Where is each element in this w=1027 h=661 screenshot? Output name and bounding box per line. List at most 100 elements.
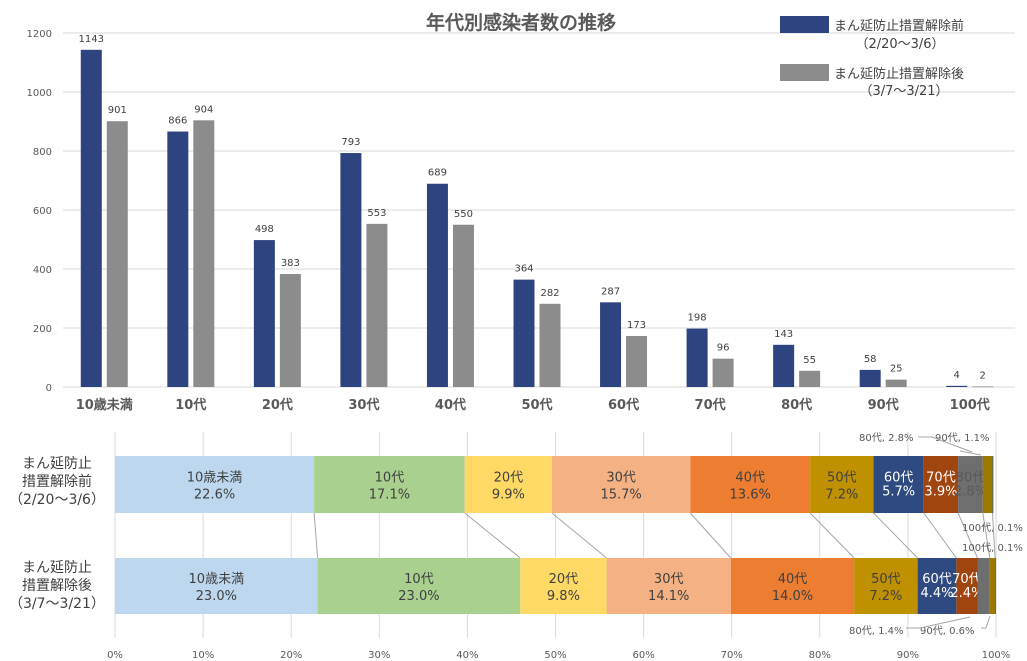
x-tick-label: 20%: [280, 650, 302, 661]
callout-leader-lines: [906, 436, 991, 629]
y-tick-label: 1200: [27, 29, 52, 40]
callout-90-after: 90代, 0.6%: [920, 625, 975, 637]
segment-40代-after: [730, 558, 855, 614]
y-tick-label: 0: [46, 383, 52, 394]
top-chart-y-axis: 0 200 400 600 800 1000 1200: [27, 29, 52, 394]
segment-label-value: 14.0%: [772, 589, 813, 604]
x-tick-label: 0%: [107, 650, 123, 661]
segment-90代-before: [982, 456, 993, 513]
segment-90代-after: [989, 558, 996, 614]
row-label-after-line1: まん延防止: [22, 560, 92, 576]
segment-label-value: 23.0%: [398, 589, 439, 604]
bar-after-30代: [366, 223, 388, 387]
data-label-before-100代: 4: [954, 370, 960, 381]
connector-line: [991, 512, 996, 559]
leader-line: [931, 436, 973, 453]
bar-after-20代: [279, 274, 301, 387]
legend-swatch-before: [780, 16, 829, 33]
leader-line: [959, 450, 982, 456]
bar-after-60代: [626, 335, 648, 387]
callout-80-before: 80代, 2.8%: [859, 432, 914, 444]
segment-label-value: 7.2%: [825, 488, 858, 503]
connector-line: [464, 512, 521, 559]
data-label-before-30代: 793: [341, 137, 360, 148]
segment-label-name: 10歳未満: [187, 471, 243, 486]
segment-10代-after: [317, 558, 521, 614]
x-tick-label: 60%: [632, 650, 654, 661]
connector-line: [551, 512, 607, 559]
legend-label-after: まん延防止措置解除後: [834, 66, 964, 82]
bar-after-10歳未満: [106, 121, 128, 387]
segment-label-value: 4.4%: [920, 586, 953, 601]
x-tick-label: 10歳未満: [76, 397, 133, 413]
x-tick-label: 90%: [897, 650, 919, 661]
data-label-after-50代: 282: [540, 288, 559, 299]
x-tick-label: 80%: [809, 650, 831, 661]
data-label-before-80代: 143: [774, 329, 793, 340]
segment-label-name: 10代: [375, 471, 405, 486]
segment-label-value: 9.8%: [547, 589, 580, 604]
x-tick-label: 70%: [721, 650, 743, 661]
data-label-before-50代: 364: [514, 264, 533, 275]
data-label-after-70代: 96: [717, 343, 730, 354]
segment-30代-before: [551, 456, 691, 513]
segment-60代-after: [917, 558, 957, 614]
segment-label-name: 60代: [884, 471, 914, 486]
row-label-after-line3: （3/7～3/21）: [9, 596, 105, 612]
segment-10歳未満-before: [115, 456, 315, 513]
data-label-before-60代: 287: [601, 286, 620, 297]
segment-label-name: 30代: [654, 572, 684, 587]
bar-before-100代: [946, 385, 968, 387]
x-tick-label: 50%: [544, 650, 566, 661]
connector-line: [809, 512, 855, 559]
segment-20代-before: [464, 456, 552, 513]
callout-80-after: 80代, 1.4%: [849, 625, 904, 637]
y-tick-label: 800: [33, 147, 52, 158]
connector-line: [873, 512, 918, 559]
y-tick-label: 600: [33, 206, 52, 217]
bar-after-10代: [193, 120, 215, 387]
bottom-chart-row-labels: まん延防止 措置解除前 （2/20～3/6） まん延防止 措置解除後 （3/7～…: [9, 456, 105, 612]
legend-swatch-after: [780, 64, 829, 81]
segment-20代-after: [520, 558, 607, 614]
segment-100代-before: [992, 456, 994, 513]
x-tick-label: 100代: [950, 397, 990, 413]
legend: まん延防止措置解除前 （2/20～3/6） まん延防止措置解除後 （3/7～3/…: [780, 16, 964, 99]
segment-label-name: 20代: [494, 471, 524, 486]
y-tick-label: 200: [33, 324, 52, 335]
top-chart-x-axis: 10歳未満 10代 20代 30代 40代 50代 60代 70代 80代 90代 100代: [76, 397, 990, 413]
callout-90-before: 90代, 1.1%: [935, 432, 990, 444]
x-tick-label: 10%: [192, 650, 214, 661]
x-tick-label: 70代: [695, 397, 726, 413]
callout-100-after: 100代, 0.1%: [962, 542, 1023, 554]
segment-label-name: 20代: [549, 572, 579, 587]
y-tick-label: 1000: [27, 88, 52, 99]
bar-before-60代: [600, 302, 622, 387]
segment-label-value: 2.8%: [954, 485, 987, 500]
data-label-after-100代: 2: [980, 370, 986, 381]
segment-label-name: 50代: [827, 471, 857, 486]
bar-before-30代: [340, 153, 362, 387]
connector-line: [923, 512, 957, 559]
bar-before-40代: [426, 183, 448, 387]
bar-after-70代: [712, 358, 734, 387]
segment-60代-before: [873, 456, 924, 513]
segment-10歳未満-after: [115, 558, 318, 614]
row-label-after-line2: 措置解除後: [22, 578, 92, 594]
data-label-before-10歳未満: 1143: [79, 34, 104, 45]
bar-after-40代: [452, 224, 474, 387]
segment-label-name: 40代: [778, 572, 808, 587]
segment-label-name: 10代: [404, 572, 434, 587]
segment-40代-before: [690, 456, 811, 513]
segment-50代-before: [810, 456, 874, 513]
x-tick-label: 80代: [781, 397, 812, 413]
data-label-after-30代: 553: [367, 208, 386, 219]
segment-label-name: 30代: [606, 471, 636, 486]
bar-after-50代: [539, 303, 561, 387]
segment-label-value: 7.2%: [869, 589, 902, 604]
bar-before-20代: [253, 240, 275, 387]
segment-label-name: 10歳未満: [189, 572, 245, 587]
segment-label-value: 15.7%: [600, 488, 641, 503]
data-label-before-70代: 198: [688, 313, 707, 324]
bottom-chart-connectors: [313, 512, 996, 559]
